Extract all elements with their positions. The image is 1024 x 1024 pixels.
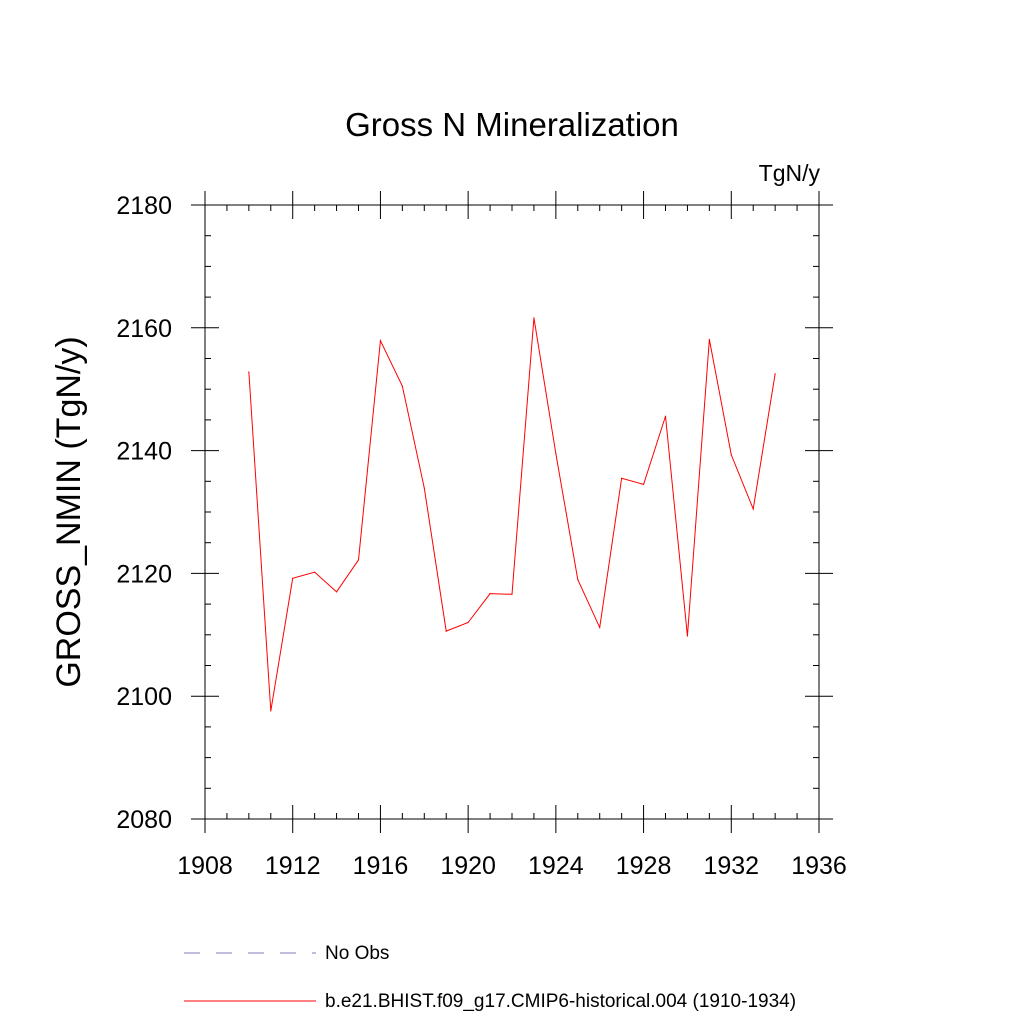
- data-point: [730, 454, 732, 456]
- data-point: [335, 591, 338, 593]
- data-point: [379, 340, 382, 342]
- data-point: [533, 317, 535, 319]
- series-points: [248, 317, 776, 712]
- data-point: [248, 371, 250, 373]
- units-label: TgN/y: [759, 160, 821, 186]
- y-tick-labels: 2080 2100 2120 2140 2160 2180: [116, 192, 172, 834]
- x-tick-label: 1920: [440, 852, 496, 880]
- x-tick-label: 1928: [616, 852, 672, 880]
- data-point: [686, 635, 689, 637]
- x-tick-label: 1908: [177, 852, 233, 880]
- minor-ticks: [205, 205, 819, 819]
- data-point: [621, 477, 623, 479]
- data-point: [314, 571, 316, 573]
- data-point: [774, 373, 776, 375]
- data-point: [752, 508, 754, 510]
- x-tick-label: 1932: [703, 852, 759, 880]
- chart-title: Gross N Mineralization: [345, 106, 679, 143]
- data-point: [467, 621, 469, 624]
- y-tick-label: 2080: [116, 806, 172, 834]
- legend-label-no-obs: No Obs: [325, 943, 389, 964]
- plot-frame: [204, 204, 820, 820]
- data-point: [489, 593, 491, 595]
- x-tick-labels: 1908 1912 1916 1920 1924 1928 1932 1936: [177, 852, 847, 880]
- y-tick-label: 2100: [116, 683, 172, 711]
- legend-label-model: b.e21.BHIST.f09_g17.CMIP6-historical.004…: [325, 991, 796, 1012]
- data-point: [664, 415, 667, 417]
- y-tick-label: 2120: [116, 560, 172, 588]
- series-line: [248, 317, 776, 712]
- y-tick-label: 2180: [116, 192, 172, 220]
- data-point: [555, 453, 557, 455]
- x-tick-label: 1936: [791, 852, 847, 880]
- legend: No Obs b.e21.BHIST.f09_g17.CMIP6-histori…: [184, 943, 796, 1012]
- data-point: [599, 626, 601, 629]
- data-point: [357, 559, 360, 561]
- data-point: [292, 577, 294, 579]
- data-point: [708, 338, 710, 341]
- data-point: [270, 710, 272, 712]
- y-tick-label: 2160: [116, 315, 172, 343]
- major-ticks: [191, 191, 833, 833]
- x-tick-label: 1912: [265, 852, 321, 880]
- data-point: [511, 593, 513, 595]
- data-point: [401, 385, 403, 387]
- y-tick-label: 2140: [116, 438, 172, 466]
- data-point: [642, 483, 645, 485]
- data-point: [445, 630, 447, 632]
- data-point: [423, 487, 425, 489]
- x-tick-label: 1924: [528, 852, 584, 880]
- y-axis-label: GROSS_NMIN (TgN/y): [50, 336, 88, 687]
- data-point: [577, 578, 579, 581]
- x-tick-label: 1916: [353, 852, 409, 880]
